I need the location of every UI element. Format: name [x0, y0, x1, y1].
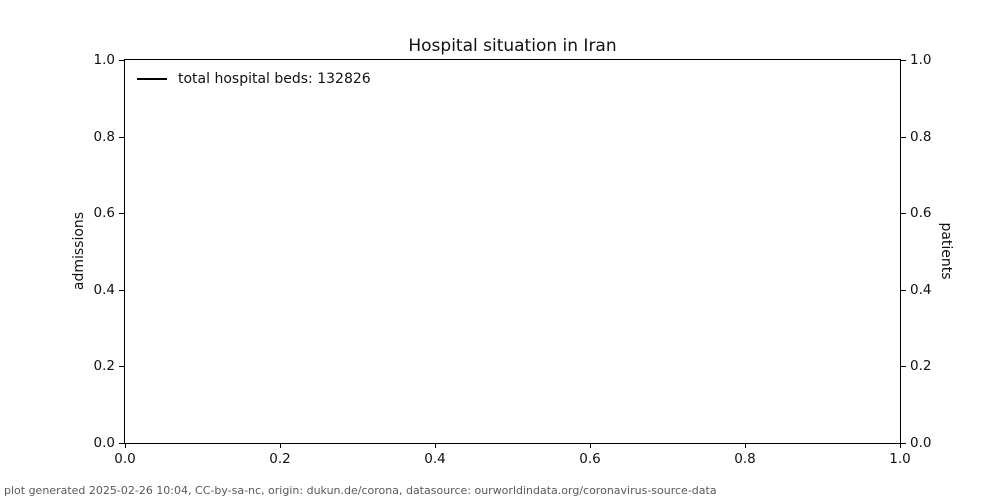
y-axis-label-right: patients [938, 222, 954, 280]
y-left-tick-mark [119, 366, 124, 368]
x-tick-mark [280, 443, 281, 448]
x-tick-mark [590, 443, 591, 448]
y-left-tick-label: 0.4 [93, 281, 115, 298]
y-left-tick-mark [119, 60, 124, 61]
y-right-tick-label: 0.8 [910, 128, 932, 145]
x-tick-mark [900, 443, 901, 448]
y-left-tick-label: 0.6 [93, 205, 115, 222]
plot-area: total hospital beds: 132826 0.0 0.2 0.4 0.6… [94, 52, 932, 467]
y-right-tick-label: 0.4 [910, 281, 932, 298]
y-right-tick-label: 0.6 [910, 205, 932, 222]
y-left-tick-mark [119, 136, 124, 138]
attribution-footer: plot generated 2025-02-26 10:04, CC-by-s… [4, 484, 717, 497]
y-right-tick-label: 0.0 [910, 435, 932, 451]
x-tick-mark [745, 443, 746, 448]
y-axis-label-left: admissions [71, 211, 87, 291]
x-tick-label: 0.8 [734, 451, 756, 467]
legend: total hospital beds: 132826 [137, 71, 371, 87]
y-right-tick-mark [901, 366, 906, 368]
y-left-tick-mark [119, 443, 124, 444]
y-right-tick-mark [901, 443, 906, 444]
y-right-tick-mark [901, 289, 906, 291]
x-tick-mark [435, 443, 436, 448]
x-tick-label: 0.6 [579, 451, 601, 467]
y-right-tick-mark [901, 213, 906, 215]
legend-entry-label: total hospital beds: 132826 [178, 71, 371, 87]
y-right-tick-label: 1.0 [910, 52, 932, 68]
x-tick-mark [125, 443, 126, 448]
y-left-tick-label: 0.0 [93, 435, 115, 451]
legend-line-swatch [137, 78, 167, 80]
x-tick-label: 1.0 [889, 451, 911, 467]
y-left-tick-label: 1.0 [93, 52, 115, 68]
y-right-tick-mark [901, 136, 906, 138]
y-left-tick-label: 0.2 [93, 358, 115, 375]
y-left-tick-mark [119, 289, 124, 291]
x-tick-label: 0.2 [269, 451, 291, 467]
y-left-tick-label: 0.8 [93, 128, 115, 145]
x-tick-label: 0.0 [114, 451, 136, 467]
y-left-tick-mark [119, 213, 124, 215]
y-right-tick-mark [901, 60, 906, 61]
chart-title: Hospital situation in Iran [408, 36, 617, 56]
y-right-tick-label: 0.2 [910, 358, 932, 375]
x-tick-label: 0.4 [424, 451, 446, 467]
